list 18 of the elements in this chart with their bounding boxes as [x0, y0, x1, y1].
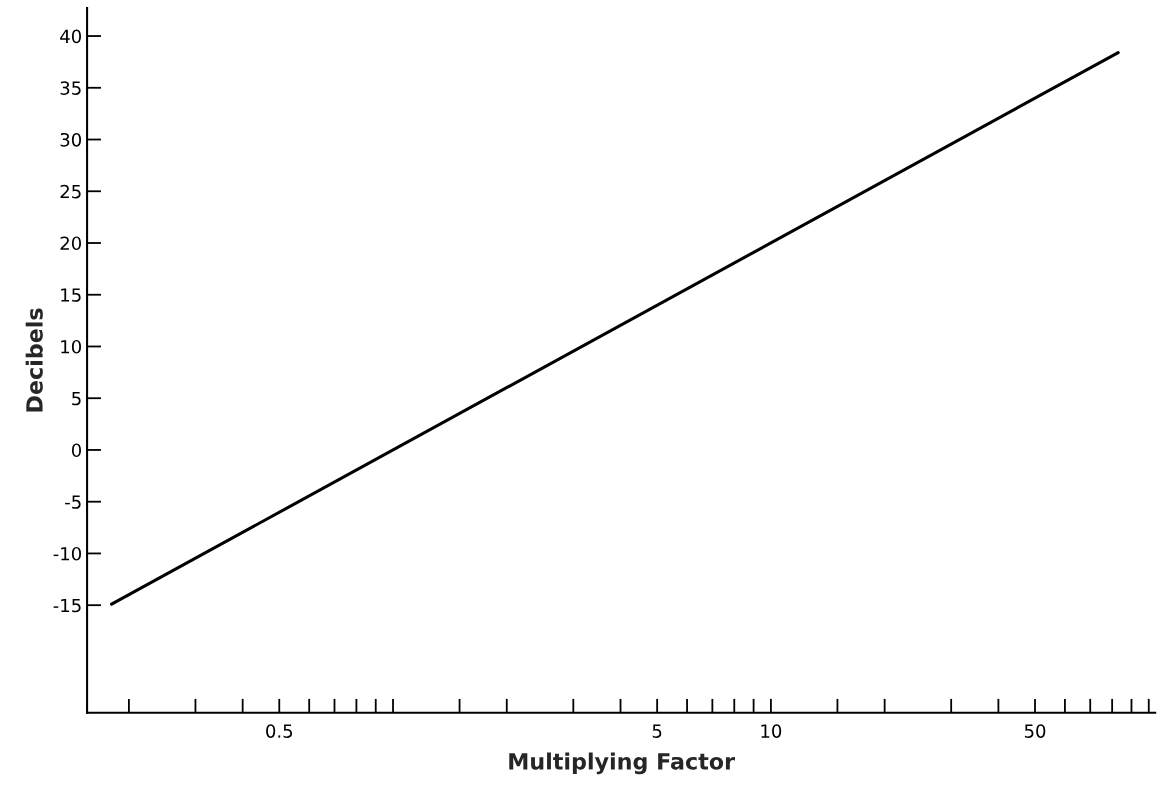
- y-tick-label: 10: [61, 339, 82, 354]
- y-tick-label: 5: [72, 391, 81, 406]
- y-tick-label: -10: [53, 546, 82, 561]
- x-tick-label: 10: [761, 724, 782, 738]
- y-tick-label: 20: [60, 236, 82, 251]
- y-tick-label: 0: [71, 443, 82, 458]
- y-tick-label: -5: [65, 495, 81, 509]
- x-axis-title: Multiplying Factor: [509, 752, 735, 775]
- y-tick-label: 25: [60, 184, 81, 199]
- y-tick-label: 30: [60, 132, 82, 147]
- x-tick-label: 0.5: [266, 724, 293, 738]
- y-tick-label: 35: [60, 81, 81, 95]
- x-tick-label: 5: [652, 724, 662, 738]
- y-tick-label: 15: [61, 288, 81, 302]
- x-tick-label: 50: [1024, 724, 1046, 738]
- y-tick-label: -15: [53, 598, 81, 613]
- y-axis-title: Decibels: [25, 308, 43, 412]
- y-tick-label: 40: [60, 29, 82, 44]
